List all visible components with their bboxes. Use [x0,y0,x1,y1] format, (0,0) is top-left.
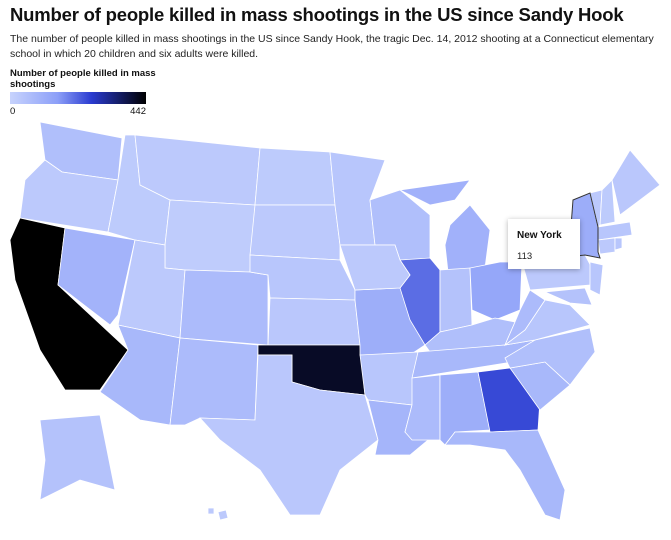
legend-max: 442 [130,106,146,117]
tooltip: New York 113 [508,219,580,269]
region [57,227,136,326]
legend-min: 0 [10,106,15,117]
region [339,244,411,291]
region [597,237,616,255]
region [444,429,566,521]
region [169,337,259,426]
region [614,237,623,251]
region [589,261,604,296]
region [207,507,229,521]
legend-title: Number of people killed in mass shooting… [10,68,156,90]
region [469,261,523,321]
title: Number of people killed in mass shooting… [10,4,624,25]
region [504,327,596,386]
region [199,354,379,516]
region [254,147,336,206]
tooltip-value: 113 [517,251,533,262]
region [164,199,256,273]
region [543,287,593,306]
legend-gradient [10,92,146,104]
region [39,414,116,501]
region [359,351,419,406]
region [179,269,269,346]
region [611,149,661,216]
region [267,297,361,346]
region [599,179,616,226]
region [249,204,341,261]
tooltip-label: New York [517,230,562,241]
subtitle: The number of people killed in mass shoo… [10,33,654,60]
region [439,267,473,333]
